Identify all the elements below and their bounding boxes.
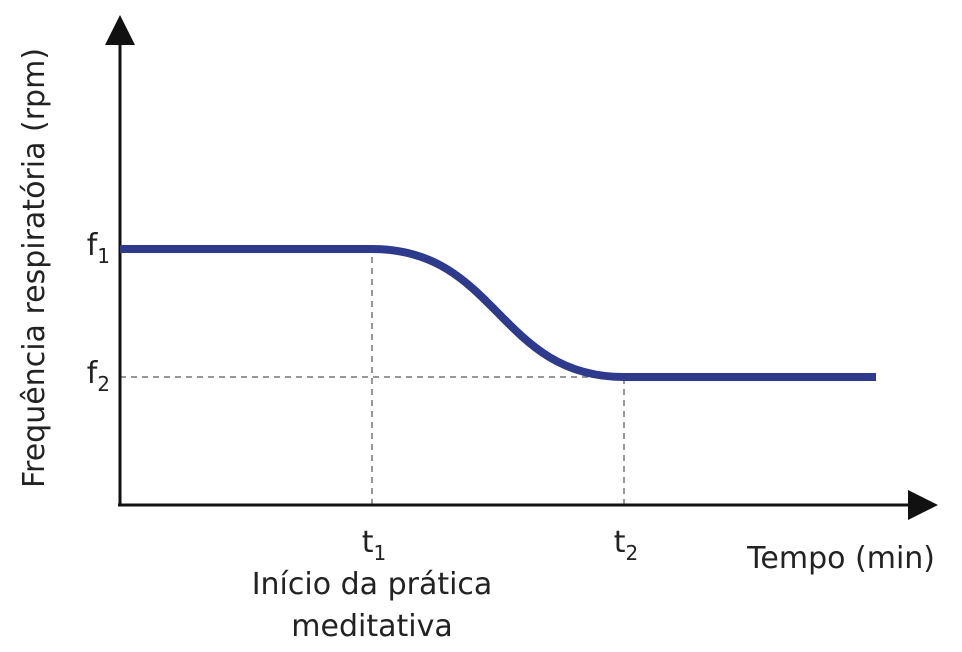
- series-line-0: [120, 245, 876, 381]
- y-tick-label-f1: f1: [87, 228, 110, 268]
- x-tick-note-t1-0: Início da prática: [252, 567, 493, 602]
- y-tick-label-f2: f2: [87, 356, 110, 396]
- x-tick-note-t1-1: meditativa: [291, 609, 452, 644]
- guide-lines: [120, 249, 625, 505]
- x-tick-label-t2: t2: [614, 525, 639, 565]
- series-group: [120, 245, 876, 381]
- x-tick-label-t1: t1: [362, 525, 387, 565]
- x-axis-label: Tempo (min): [746, 541, 935, 576]
- y-axis-label: Frequência respiratória (rpm): [17, 48, 52, 488]
